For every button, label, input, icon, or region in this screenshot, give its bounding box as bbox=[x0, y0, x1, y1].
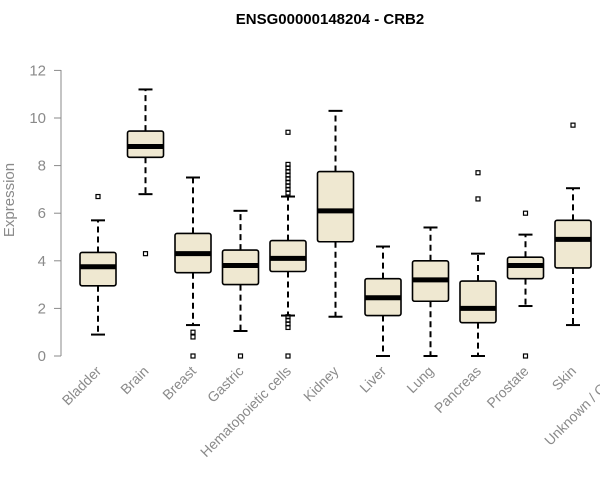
box-gastric bbox=[221, 209, 260, 359]
box-body bbox=[316, 170, 355, 243]
outlier-point bbox=[190, 329, 196, 335]
outlier-point bbox=[285, 314, 291, 320]
box-brain bbox=[126, 88, 165, 257]
x-tick-label: Prostate bbox=[483, 363, 531, 411]
x-tick-label: Brain bbox=[117, 363, 151, 397]
y-tick-label: 6 bbox=[38, 205, 46, 222]
x-tick-label: Liver bbox=[356, 363, 389, 396]
box-prostate bbox=[506, 210, 545, 359]
x-tick-label: Bladder bbox=[59, 363, 105, 409]
chart-title: ENSG00000148204 - CRB2 bbox=[236, 11, 424, 28]
outlier-point bbox=[285, 161, 291, 168]
outlier-point bbox=[522, 353, 529, 359]
outlier-point bbox=[522, 210, 529, 216]
outlier-point bbox=[285, 129, 291, 135]
box-body bbox=[554, 219, 592, 269]
y-tick-label: 10 bbox=[29, 110, 46, 127]
y-tick-label: 4 bbox=[38, 253, 46, 270]
y-tick-label: 12 bbox=[29, 62, 46, 79]
y-tick-label: 0 bbox=[38, 348, 46, 365]
outlier-point bbox=[285, 353, 291, 359]
box-kidney bbox=[316, 109, 355, 318]
box-skin bbox=[554, 122, 592, 327]
y-axis-ticks: 0 2 4 6 8 10 12 bbox=[29, 62, 61, 365]
y-axis-label: Expression bbox=[1, 163, 18, 237]
x-tick-label: Skin bbox=[549, 363, 580, 394]
outlier-point bbox=[475, 170, 481, 176]
box-breast bbox=[174, 176, 212, 359]
x-tick-label: Lung bbox=[403, 363, 436, 396]
x-tick-label: Gastric bbox=[204, 363, 247, 406]
outlier-point bbox=[95, 193, 101, 200]
box-body bbox=[459, 280, 497, 324]
outlier-point bbox=[142, 251, 149, 257]
box-series bbox=[79, 88, 592, 359]
x-tick-label: Kidney bbox=[300, 363, 342, 405]
outlier-point bbox=[570, 122, 576, 128]
outlier-point bbox=[190, 353, 196, 359]
y-tick-label: 2 bbox=[38, 300, 46, 317]
box-pancreas bbox=[459, 170, 497, 357]
box-lung bbox=[411, 226, 450, 357]
x-tick-label: Breast bbox=[159, 363, 199, 403]
box-liver bbox=[364, 245, 402, 357]
x-tick-label: Hematopoietic cells bbox=[197, 363, 294, 460]
outlier-point bbox=[475, 196, 481, 202]
outlier-point bbox=[190, 334, 196, 340]
box-hematopoietic-cells bbox=[269, 129, 307, 359]
x-tick-label: Pancreas bbox=[431, 363, 484, 416]
y-tick-label: 8 bbox=[38, 158, 46, 175]
box-bladder bbox=[79, 193, 117, 336]
outlier-point bbox=[237, 353, 244, 359]
